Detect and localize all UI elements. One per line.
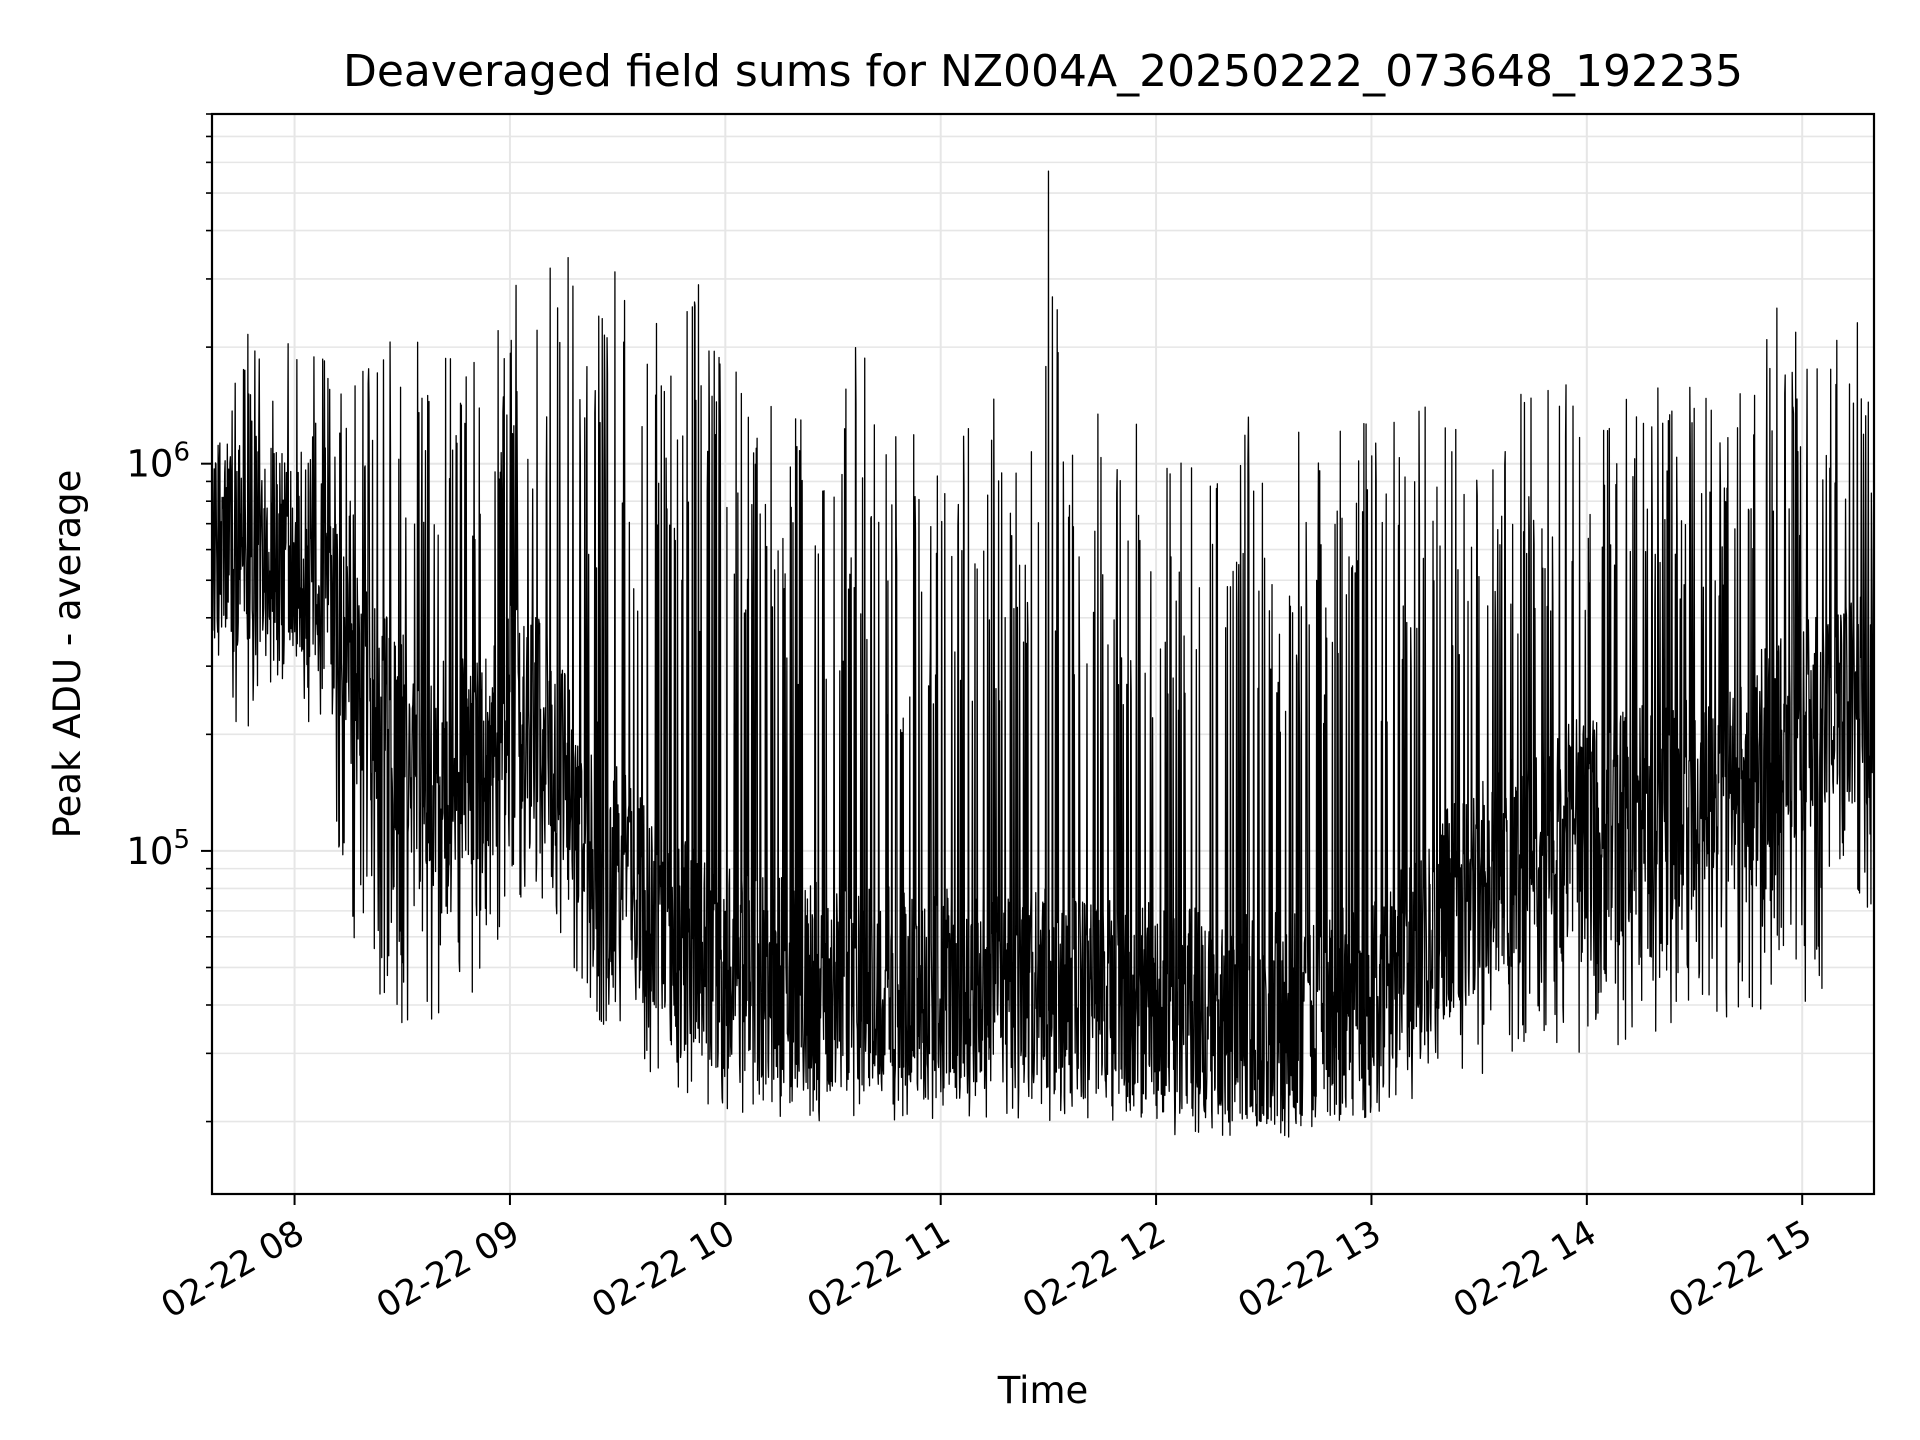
- y-tick-label: 105: [126, 825, 190, 873]
- series-line: [211, 170, 1875, 1138]
- y-tick-label: 106: [126, 438, 190, 486]
- chart-title: Deaveraged field sums for NZ004A_2025022…: [343, 46, 1743, 97]
- x-axis-label: Time: [997, 1369, 1089, 1412]
- series-layer: [211, 170, 1875, 1138]
- plot-frame: [210, 112, 1876, 1196]
- y-axis-label: Peak ADU - average: [46, 470, 89, 839]
